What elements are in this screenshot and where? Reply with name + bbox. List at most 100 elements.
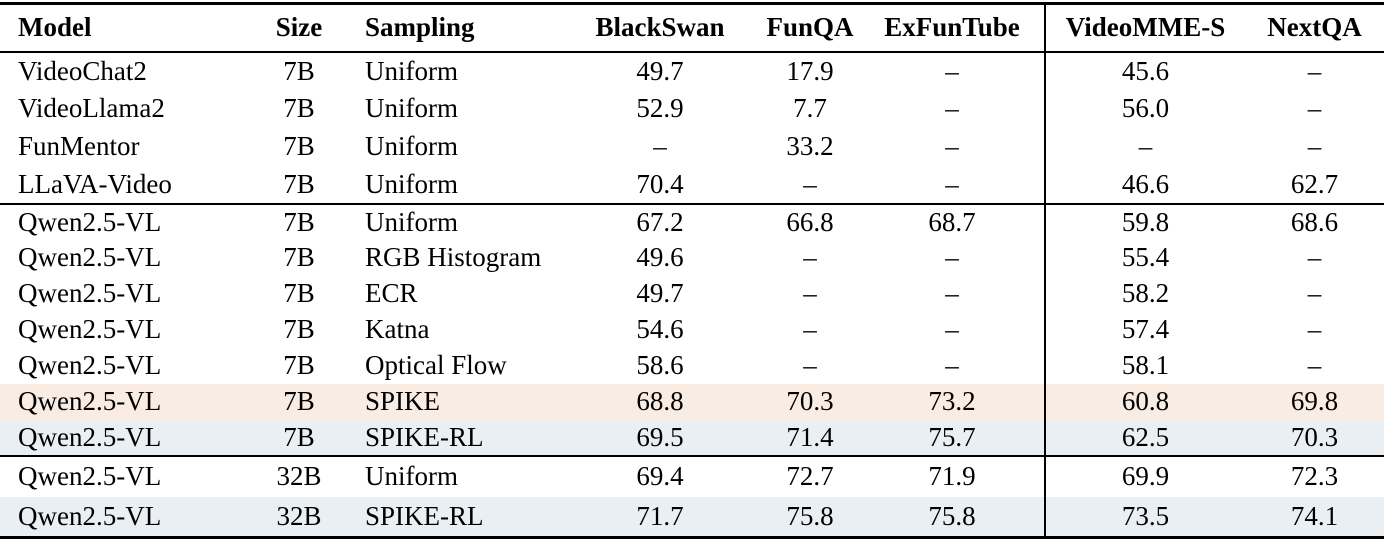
cell-funqa: – (803, 242, 817, 272)
cell-model: Qwen2.5-VL (18, 206, 162, 237)
column-header-blackswan: BlackSwan (595, 12, 725, 43)
cell-model: Qwen2.5-VL (18, 461, 162, 491)
cell-sampling: RGB Histogram (365, 242, 542, 272)
cell-sampling: Uniform (365, 131, 458, 161)
cell-sampling: Uniform (365, 93, 458, 123)
cell-funqa: 70.3 (786, 386, 834, 416)
table-row: Qwen2.5-VL 7B SPIKE 68.8 70.3 73.2 60.8 69.8 (0, 383, 1384, 420)
table-row: Qwen2.5-VL 7B Uniform 67.2 66.8 68.7 59.8 68.6 (0, 203, 1384, 240)
table-row: Qwen2.5-VL 32B SPIKE-RL 71.7 75.8 75.8 73.5 74.… (0, 496, 1384, 538)
cell-videomme: 56.0 (1044, 89, 1245, 128)
table-row: Qwen2.5-VL 7B SPIKE-RL 69.5 71.4 75.7 62.5 70.3 (0, 419, 1384, 456)
column-header-model: Model (18, 12, 92, 43)
cell-funqa: – (803, 350, 817, 380)
cell-nextqa: – (1307, 93, 1322, 123)
cell-model: Qwen2.5-VL (18, 421, 162, 452)
cell-nextqa: – (1307, 131, 1322, 161)
cell-model: VideoChat2 (18, 55, 147, 86)
cell-model: VideoLlama2 (18, 93, 165, 123)
cell-videomme: 45.6 (1044, 51, 1245, 90)
cell-sampling: Katna (365, 314, 430, 344)
cell-nextqa: – (1307, 55, 1322, 86)
table-row: FunMentor 7B Uniform – 33.2 – – – (0, 127, 1384, 166)
cell-sampling: Optical Flow (365, 350, 507, 380)
cell-funqa: 75.8 (786, 500, 834, 531)
cell-model: Qwen2.5-VL (18, 314, 162, 344)
cell-model: LLaVA-Video (18, 168, 172, 199)
cell-model: Qwen2.5-VL (18, 500, 162, 531)
header-row: Model Size Sampling BlackSwan FunQA ExFu… (0, 3, 1384, 52)
cell-nextqa: – (1307, 278, 1322, 308)
cell-blackswan: 49.7 (636, 278, 684, 308)
cell-funqa: – (803, 278, 817, 308)
cell-nextqa: – (1307, 314, 1322, 344)
cell-blackswan: 49.6 (636, 242, 684, 272)
cell-funqa: 71.4 (786, 421, 834, 452)
cell-nextqa: – (1307, 242, 1322, 272)
cell-exfuntube: – (945, 314, 959, 344)
cell-exfuntube: – (945, 131, 959, 161)
cell-size: 7B (283, 421, 315, 452)
cell-nextqa: – (1307, 350, 1322, 380)
table-row: VideoChat2 7B Uniform 49.7 17.9 – 45.6 – (0, 51, 1384, 90)
cell-blackswan: 71.7 (636, 500, 684, 531)
cell-blackswan: 70.4 (636, 168, 684, 199)
cell-exfuntube: 68.7 (928, 206, 976, 237)
cell-model: Qwen2.5-VL (18, 242, 162, 272)
cell-nextqa: 68.6 (1290, 206, 1339, 237)
cell-size: 7B (283, 168, 315, 199)
cell-exfuntube: 73.2 (928, 386, 976, 416)
cell-funqa: 66.8 (786, 206, 834, 237)
cell-blackswan: 69.5 (636, 421, 684, 452)
cell-nextqa: 69.8 (1290, 386, 1339, 416)
column-header-nextqa: NextQA (1267, 12, 1362, 43)
cell-size: 7B (283, 350, 315, 380)
column-header-size: Size (275, 12, 323, 43)
column-header-sampling: Sampling (365, 12, 475, 43)
cell-size: 32B (276, 500, 322, 531)
cell-funqa: 17.9 (786, 55, 834, 86)
table-row: LLaVA-Video 7B Uniform 70.4 – – 46.6 62.7 (0, 165, 1384, 204)
cell-funqa: 7.7 (793, 93, 827, 123)
cell-blackswan: 58.6 (636, 350, 684, 380)
cell-blackswan: 69.4 (636, 461, 684, 491)
cell-videomme: 60.8 (1044, 383, 1245, 420)
section-qwen25vl-32b: Qwen2.5-VL 32B Uniform 69.4 72.7 71.9 69.9 72.3… (0, 455, 1384, 538)
cell-videomme: 69.9 (1044, 455, 1245, 497)
cell-exfuntube: 75.7 (928, 421, 976, 452)
cell-size: 7B (283, 242, 315, 272)
section-qwen25vl-7b: Qwen2.5-VL 7B Uniform 67.2 66.8 68.7 59.8 68.6 Q… (0, 203, 1384, 456)
cell-videomme: 55.4 (1044, 239, 1245, 276)
cell-size: 7B (283, 93, 315, 123)
cell-sampling: SPIKE (365, 386, 441, 416)
cell-videomme: 59.8 (1044, 203, 1245, 240)
cell-blackswan: 68.8 (636, 386, 684, 416)
cell-size: 7B (283, 55, 315, 86)
cell-blackswan: 49.7 (636, 55, 684, 86)
results-table: Model Size Sampling BlackSwan FunQA ExFu… (0, 2, 1384, 539)
cell-blackswan: 52.9 (636, 93, 684, 123)
table-row: Qwen2.5-VL 7B ECR 49.7 – – 58.2 – (0, 275, 1384, 312)
cell-sampling: Uniform (365, 206, 458, 237)
cell-sampling: SPIKE-RL (365, 421, 484, 452)
cell-funqa: 72.7 (786, 461, 834, 491)
column-header-videomme-s: VideoMME-S (1044, 3, 1245, 52)
cell-nextqa: 74.1 (1290, 500, 1339, 531)
table-row: VideoLlama2 7B Uniform 52.9 7.7 – 56.0 – (0, 89, 1384, 128)
cell-model: Qwen2.5-VL (18, 350, 162, 380)
table-row: Qwen2.5-VL 7B RGB Histogram 49.6 – – 55.4 – (0, 239, 1384, 276)
cell-sampling: SPIKE-RL (365, 500, 484, 531)
cell-videomme: 57.4 (1044, 311, 1245, 348)
column-header-exfuntube: ExFunTube (884, 12, 1020, 43)
cell-exfuntube: – (945, 350, 959, 380)
cell-size: 7B (283, 278, 315, 308)
cell-videomme: 73.5 (1044, 496, 1245, 538)
cell-funqa: – (803, 314, 817, 344)
cell-sampling: Uniform (365, 461, 458, 491)
cell-blackswan: 67.2 (636, 206, 684, 237)
cell-sampling: ECR (365, 278, 418, 308)
cell-videomme: 46.6 (1044, 165, 1245, 204)
cell-exfuntube: – (945, 93, 959, 123)
cell-videomme: – (1044, 127, 1245, 166)
cell-nextqa: 72.3 (1290, 461, 1339, 491)
